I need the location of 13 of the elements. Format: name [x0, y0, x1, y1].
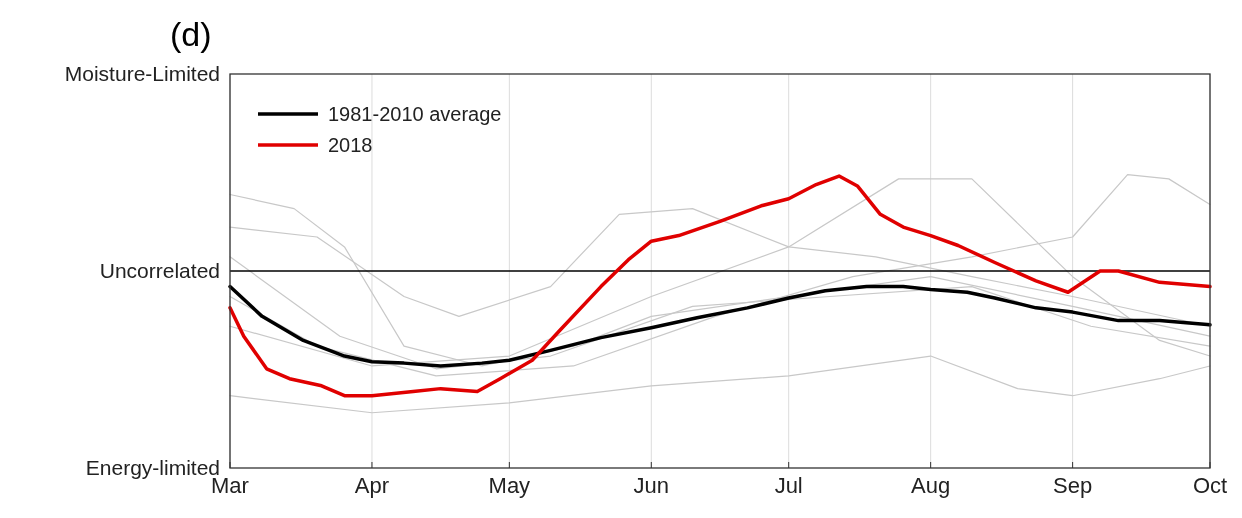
x-tick-label: Oct [1192, 473, 1228, 498]
x-tick-label: Sep [1053, 473, 1093, 498]
legend-label: 1981-2010 average [328, 103, 502, 125]
chart-title: (d) [170, 15, 212, 53]
x-tick-label: Apr [354, 473, 390, 498]
text: Uncorrelated [99, 259, 220, 282]
x-tick-label: Jul [774, 473, 803, 498]
text: Energy-limited [85, 456, 220, 479]
x-tick-label: Aug [911, 473, 951, 498]
x-tick-label: May [488, 473, 531, 498]
x-tick-label: Jun [633, 473, 670, 498]
legend-label: 2018 [328, 134, 373, 156]
text: Moisture-Limited [64, 62, 220, 85]
